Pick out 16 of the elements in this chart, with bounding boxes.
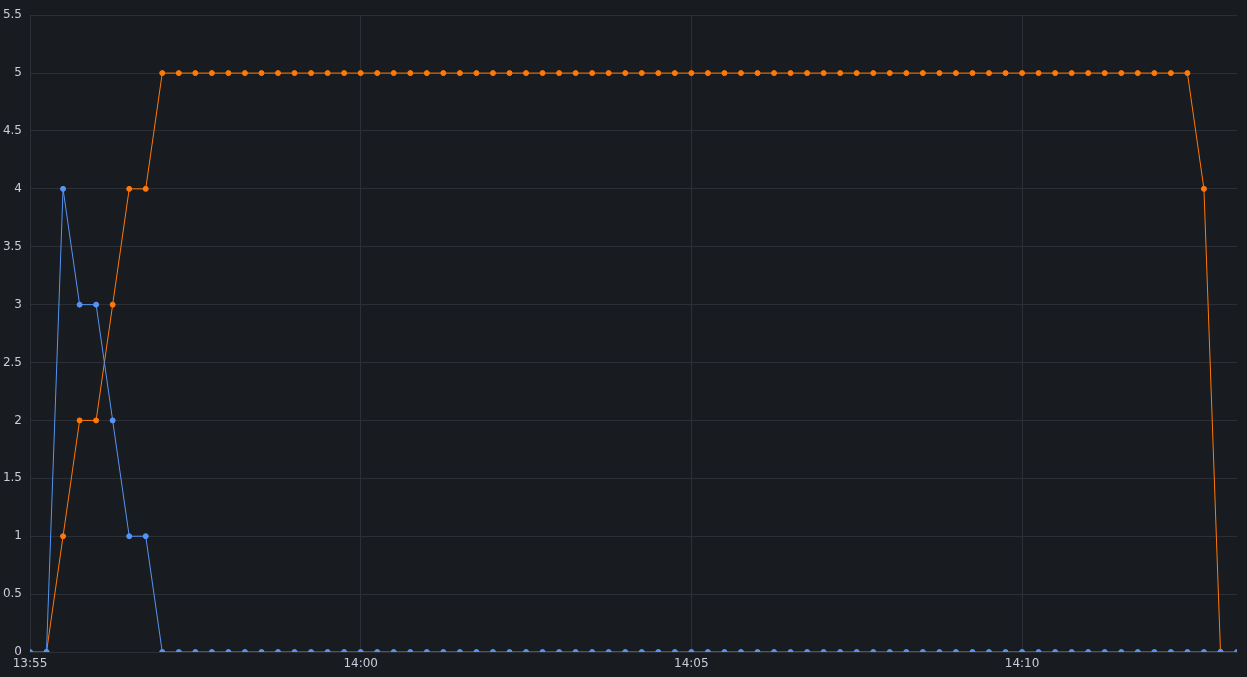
y-tick-label: 3.5 — [2, 238, 22, 253]
x-tick-label: 14:05 — [674, 656, 709, 671]
y-tick-label: 5 — [14, 65, 22, 80]
y-tick-label: 4 — [14, 181, 22, 195]
y-tick-label: 5.5 — [2, 7, 22, 22]
x-tick-label: 13:55 — [12, 656, 48, 671]
y-tick-label: 1 — [14, 528, 22, 543]
x-tick-label: 14:10 — [1004, 656, 1040, 671]
y-tick-label: 0 — [14, 644, 22, 659]
y-tick-label: 1.5 — [2, 470, 22, 485]
y-tick-label: 2 — [14, 412, 22, 427]
y-tick-label: 3 — [14, 296, 22, 311]
y-tick-label: 4.5 — [2, 123, 22, 138]
x-tick-label: 14:00 — [343, 656, 378, 671]
y-tick-label: 0.5 — [2, 586, 22, 601]
y-tick-label: 2.5 — [2, 354, 22, 369]
